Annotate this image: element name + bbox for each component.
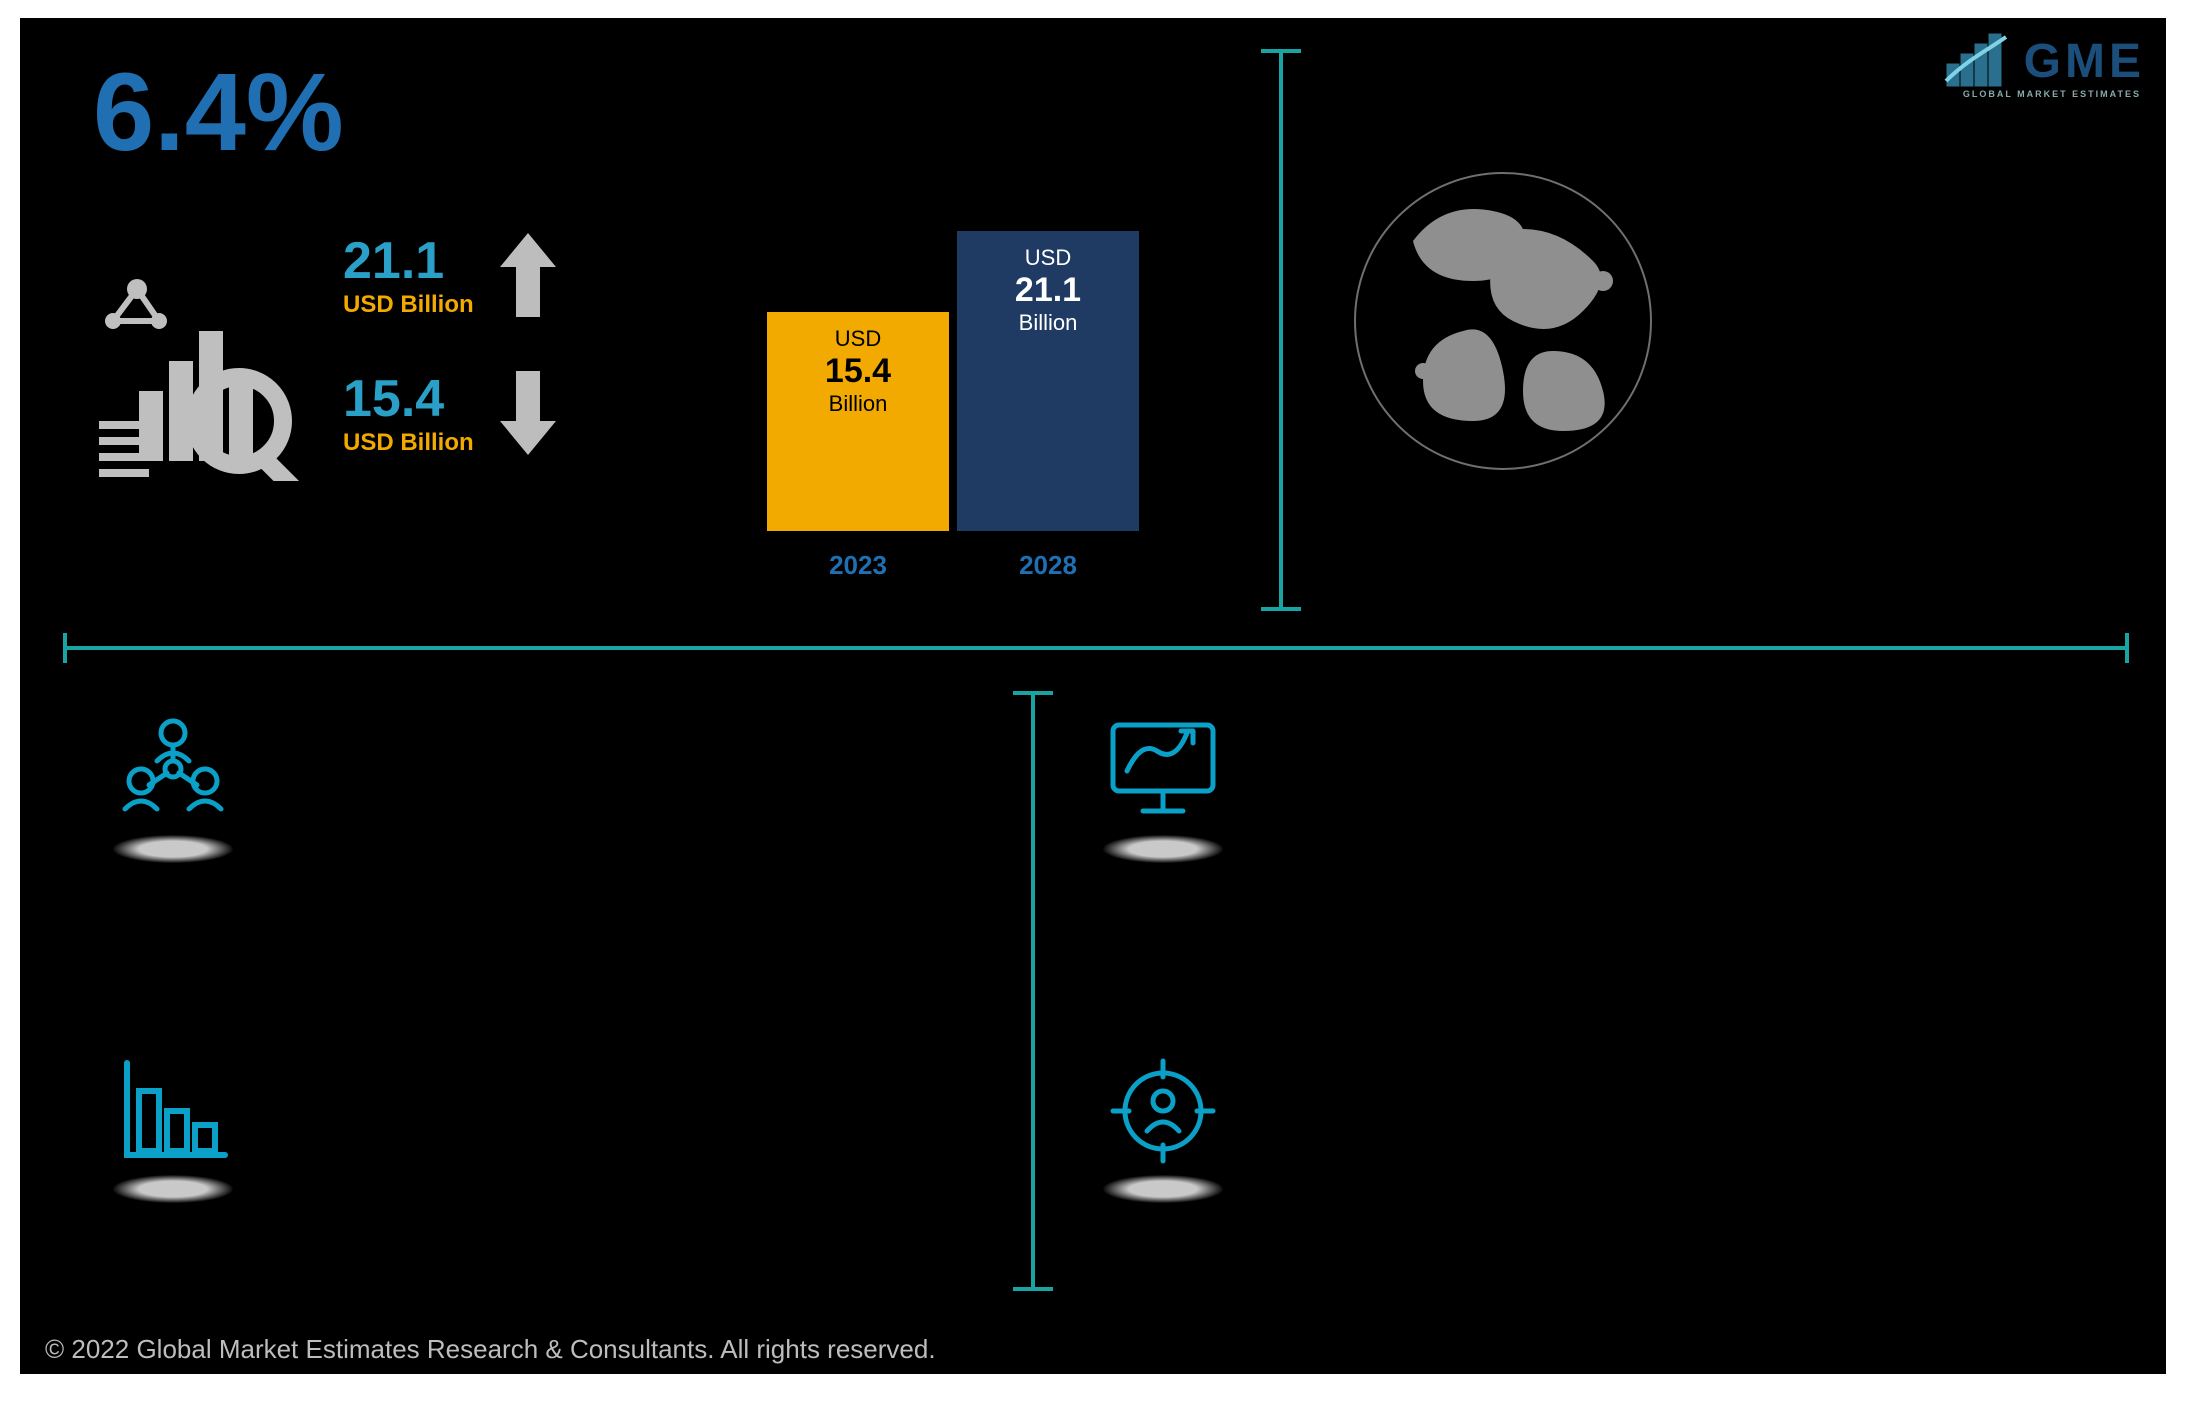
arrow-up-icon xyxy=(500,233,556,317)
copyright-text: © 2022 Global Market Estimates Research … xyxy=(45,1334,936,1365)
bar-2028: USD21.1Billion xyxy=(957,231,1139,531)
globe-icon xyxy=(1353,171,1653,471)
bar-currency: USD xyxy=(835,326,881,352)
analytics-icon xyxy=(99,271,309,481)
bar-xlabel: 2028 xyxy=(953,550,1143,581)
value-summary: 21.1 USD Billion 15.4 USD Billion xyxy=(343,231,703,507)
value-high-row: 21.1 USD Billion xyxy=(343,231,703,319)
brand-tagline: GLOBAL MARKET ESTIMATES xyxy=(1963,89,2141,99)
market-size-bar-chart: USD15.4BillionUSD21.1Billion 20232028 xyxy=(763,191,1143,581)
cagr-headline: 6.4% xyxy=(93,49,344,176)
brand-name: GME xyxy=(2024,34,2145,89)
logo-mark-icon xyxy=(1942,31,2014,91)
bar-2023: USD15.4Billion xyxy=(767,312,949,531)
bar-currency: USD xyxy=(1025,245,1071,271)
bar-unit: Billion xyxy=(829,391,888,417)
bracket-horizontal xyxy=(63,633,2129,663)
value-low-unit: USD Billion xyxy=(343,429,474,457)
target-user-icon xyxy=(1103,1051,1243,1203)
bar-graph-icon xyxy=(113,1051,253,1203)
bracket-vertical-bottom xyxy=(1013,691,1053,1291)
bar-unit: Billion xyxy=(1019,310,1078,336)
people-network-icon xyxy=(113,711,253,863)
value-high: 21.1 xyxy=(343,231,474,291)
bar-xlabel: 2023 xyxy=(763,550,953,581)
value-high-unit: USD Billion xyxy=(343,291,474,319)
bar-value: 15.4 xyxy=(825,352,891,391)
value-low-row: 15.4 USD Billion xyxy=(343,369,703,457)
brand-logo: GME GLOBAL MARKET ESTIMATES xyxy=(1942,31,2145,91)
value-low: 15.4 xyxy=(343,369,474,429)
bracket-vertical-top xyxy=(1261,49,1301,611)
monitor-trend-icon xyxy=(1103,711,1243,863)
infographic-frame: GME GLOBAL MARKET ESTIMATES 6.4% xyxy=(20,18,2166,1374)
bar-value: 21.1 xyxy=(1015,271,1081,310)
arrow-down-icon xyxy=(500,371,556,455)
